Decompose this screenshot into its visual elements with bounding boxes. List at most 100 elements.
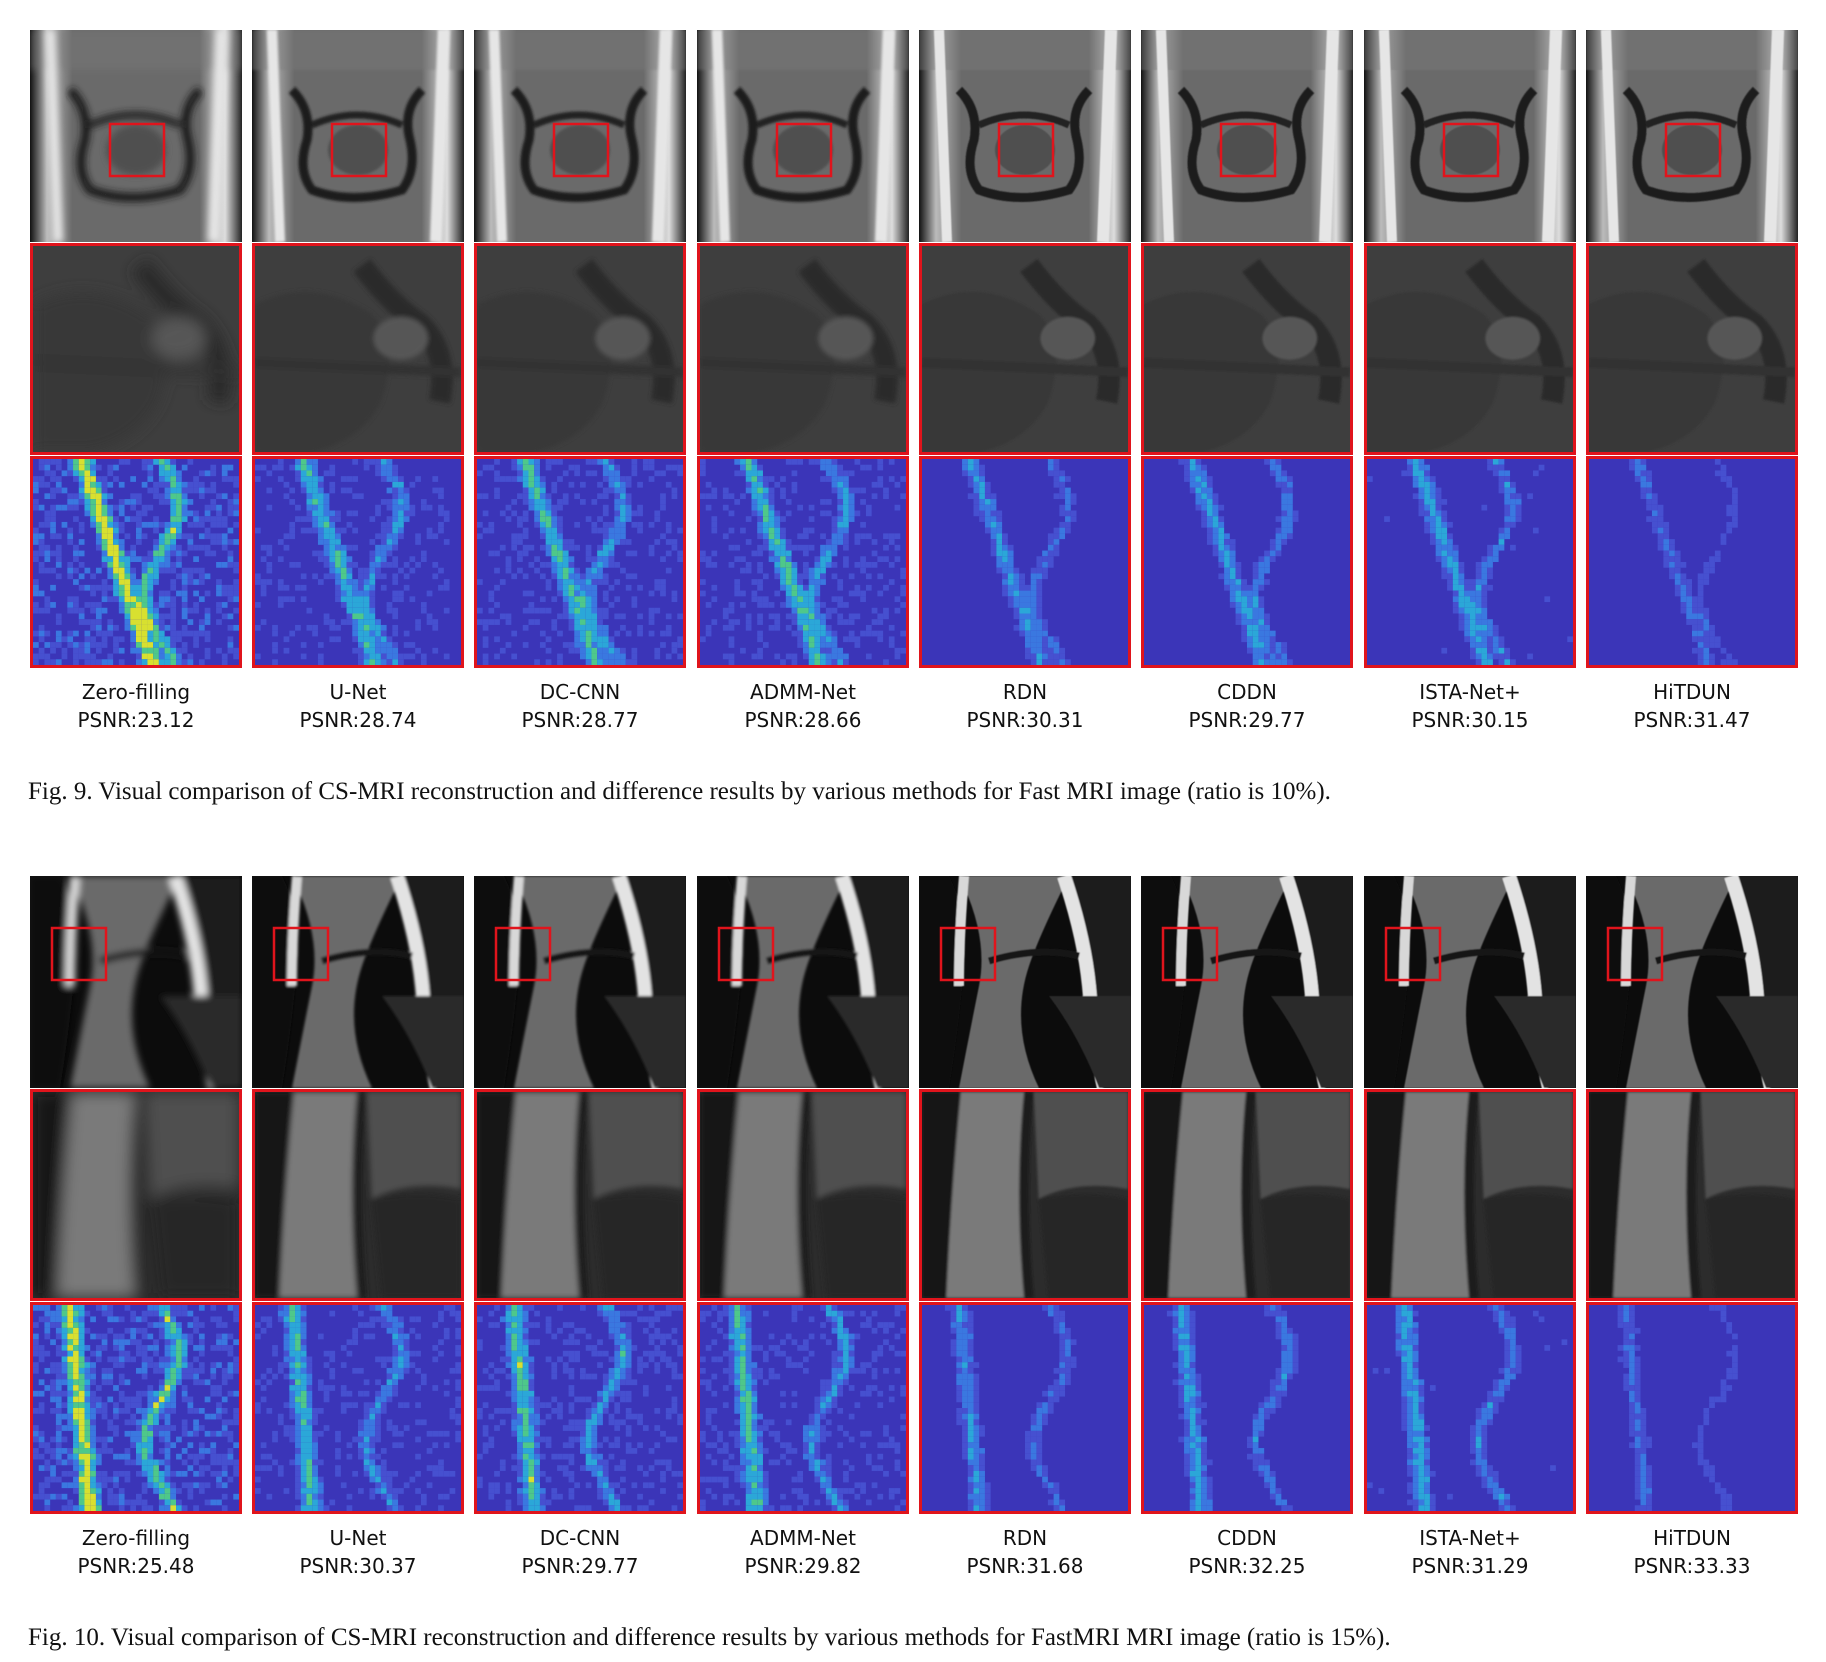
method-name: DC-CNN [539, 680, 621, 704]
mri-reconstruction-image [30, 30, 242, 242]
mri-reconstruction-image [1364, 30, 1576, 242]
psnr-value: PSNR:33.33 [1633, 1554, 1751, 1578]
method-name: RDN [1002, 1526, 1048, 1550]
mri-reconstruction-image [30, 876, 242, 1088]
method-label: CDDN PSNR:32.25 [1141, 1524, 1353, 1580]
difference-map-image [1141, 456, 1353, 668]
method-label: ISTA-Net+ PSNR:30.15 [1364, 678, 1576, 734]
zoomed-roi-image [474, 243, 686, 455]
zoomed-roi-image [1586, 243, 1798, 455]
zoomed-roi-image [919, 243, 1131, 455]
method-label: HiTDUN PSNR:33.33 [1586, 1524, 1798, 1580]
mri-reconstruction-image [474, 876, 686, 1088]
method-label: RDN PSNR:30.31 [919, 678, 1131, 734]
psnr-value: PSNR:28.66 [744, 708, 862, 732]
mri-reconstruction-image [1141, 30, 1353, 242]
zoomed-roi-image [474, 1089, 686, 1301]
method-label: HiTDUN PSNR:31.47 [1586, 678, 1798, 734]
difference-map-image [474, 1302, 686, 1514]
method-name: U-Net [329, 680, 387, 704]
mri-reconstruction-image [919, 876, 1131, 1088]
method-name: HiTDUN [1653, 1526, 1731, 1550]
method-name: CDDN [1217, 1526, 1277, 1550]
mri-reconstruction-image [919, 30, 1131, 242]
method-name: Zero-filling [81, 1526, 191, 1550]
zoomed-roi-image [1586, 1089, 1798, 1301]
psnr-value: PSNR:28.77 [521, 708, 639, 732]
zoomed-roi-image [919, 1089, 1131, 1301]
psnr-value: PSNR:30.37 [299, 1554, 417, 1578]
zoomed-roi-image [1364, 243, 1576, 455]
zoomed-roi-image [252, 1089, 464, 1301]
method-label: U-Net PSNR:30.37 [252, 1524, 464, 1580]
mri-reconstruction-image [1141, 876, 1353, 1088]
zoomed-roi-image [30, 243, 242, 455]
difference-map-image [252, 1302, 464, 1514]
method-label: Zero-filling PSNR:25.48 [30, 1524, 242, 1580]
difference-map-image [697, 456, 909, 668]
method-label: DC-CNN PSNR:29.77 [474, 1524, 686, 1580]
difference-map-image [1586, 1302, 1798, 1514]
mri-reconstruction-image [252, 876, 464, 1088]
zoomed-roi-image [1364, 1089, 1576, 1301]
method-name: ADMM-Net [750, 680, 856, 704]
psnr-value: PSNR:29.77 [521, 1554, 639, 1578]
psnr-value: PSNR:29.77 [1188, 708, 1306, 732]
mri-reconstruction-image [697, 30, 909, 242]
mri-reconstruction-image [1364, 876, 1576, 1088]
method-name: RDN [1002, 680, 1048, 704]
method-name: CDDN [1217, 680, 1277, 704]
method-label: ADMM-Net PSNR:29.82 [697, 1524, 909, 1580]
psnr-value: PSNR:32.25 [1188, 1554, 1306, 1578]
psnr-value: PSNR:23.12 [77, 708, 195, 732]
difference-map-image [1586, 456, 1798, 668]
method-label: ISTA-Net+ PSNR:31.29 [1364, 1524, 1576, 1580]
zoomed-roi-image [697, 1089, 909, 1301]
method-label: CDDN PSNR:29.77 [1141, 678, 1353, 734]
method-name: DC-CNN [539, 1526, 621, 1550]
comparison-grid: Zero-filling PSNR:25.48 U-Net PSNR:30.37 [30, 876, 1810, 1578]
psnr-value: PSNR:31.47 [1633, 708, 1751, 732]
zoomed-roi-image [697, 243, 909, 455]
mri-reconstruction-image [252, 30, 464, 242]
method-label: Zero-filling PSNR:23.12 [30, 678, 242, 734]
method-label: DC-CNN PSNR:28.77 [474, 678, 686, 734]
difference-map-image [697, 1302, 909, 1514]
difference-map-image [1364, 1302, 1576, 1514]
psnr-value: PSNR:31.68 [966, 1554, 1084, 1578]
difference-map-image [30, 1302, 242, 1514]
difference-map-image [919, 456, 1131, 668]
mri-reconstruction-image [1586, 30, 1798, 242]
difference-map-image [1141, 1302, 1353, 1514]
mri-reconstruction-image [474, 30, 686, 242]
psnr-value: PSNR:29.82 [744, 1554, 862, 1578]
method-name: Zero-filling [81, 680, 191, 704]
zoomed-roi-image [1141, 1089, 1353, 1301]
method-name: ADMM-Net [750, 1526, 856, 1550]
zoomed-roi-image [252, 243, 464, 455]
difference-map-image [919, 1302, 1131, 1514]
psnr-value: PSNR:28.74 [299, 708, 417, 732]
zoomed-roi-image [30, 1089, 242, 1301]
difference-map-image [30, 456, 242, 668]
method-name: U-Net [329, 1526, 387, 1550]
mri-reconstruction-image [1586, 876, 1798, 1088]
method-label: U-Net PSNR:28.74 [252, 678, 464, 734]
method-label: RDN PSNR:31.68 [919, 1524, 1131, 1580]
zoomed-roi-image [1141, 243, 1353, 455]
method-name: ISTA-Net+ [1419, 680, 1521, 704]
psnr-value: PSNR:30.15 [1411, 708, 1529, 732]
difference-map-image [474, 456, 686, 668]
method-name: ISTA-Net+ [1419, 1526, 1521, 1550]
difference-map-image [1364, 456, 1576, 668]
psnr-value: PSNR:31.29 [1411, 1554, 1529, 1578]
method-name: HiTDUN [1653, 680, 1731, 704]
method-label: ADMM-Net PSNR:28.66 [697, 678, 909, 734]
psnr-value: PSNR:25.48 [77, 1554, 195, 1578]
psnr-value: PSNR:30.31 [966, 708, 1084, 732]
figure-caption: Fig. 9. Visual comparison of CS-MRI reco… [28, 778, 1331, 805]
comparison-grid: Zero-filling PSNR:23.12 U-Net PSNR:28.74 [30, 30, 1810, 732]
mri-reconstruction-image [697, 876, 909, 1088]
figure-caption: Fig. 10. Visual comparison of CS-MRI rec… [28, 1624, 1391, 1651]
difference-map-image [252, 456, 464, 668]
